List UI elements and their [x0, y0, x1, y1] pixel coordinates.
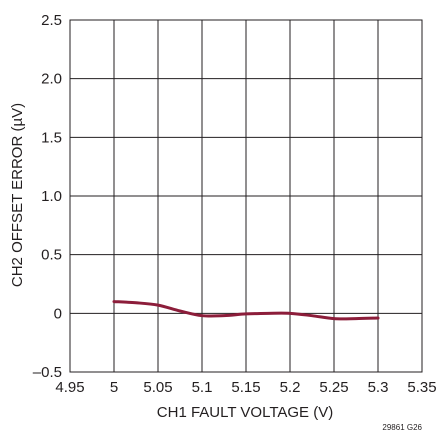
x-tick-label: 5.3: [368, 379, 389, 396]
x-tick-label: 5.2: [280, 379, 301, 396]
y-tick-label: 1.5: [41, 129, 62, 146]
grid-lines: [70, 20, 422, 372]
x-tick-labels: 4.95 5 5.05 5.1 5.15 5.2 5.25 5.3 5.35: [55, 379, 436, 396]
figure-footnote: 29861 G26: [382, 423, 422, 432]
y-tick-label: 2.0: [41, 71, 62, 88]
series-group: [112, 300, 380, 321]
x-tick-label: 4.95: [55, 379, 84, 396]
x-tick-label: 5.15: [231, 379, 260, 396]
y-axis-title: CH2 OFFSET ERROR (µV): [9, 103, 26, 287]
x-tick-label: 5: [110, 379, 118, 396]
y-tick-labels: –0.5 0 0.5 1.0 1.5 2.0 2.5: [33, 12, 62, 381]
series-line: [112, 300, 380, 321]
y-tick-label: 0.5: [41, 247, 62, 264]
x-tick-label: 5.25: [319, 379, 348, 396]
x-tick-label: 5.35: [407, 379, 436, 396]
x-axis-title: CH1 FAULT VOLTAGE (V): [157, 404, 333, 421]
y-tick-label: 2.5: [41, 12, 62, 29]
plot-frame: [69, 19, 423, 373]
x-tick-label: 5.05: [143, 379, 172, 396]
x-tick-label: 5.1: [192, 379, 213, 396]
y-tick-label: –0.5: [33, 364, 62, 381]
y-tick-label: 1.0: [41, 188, 62, 205]
y-tick-label: 0: [54, 305, 62, 322]
